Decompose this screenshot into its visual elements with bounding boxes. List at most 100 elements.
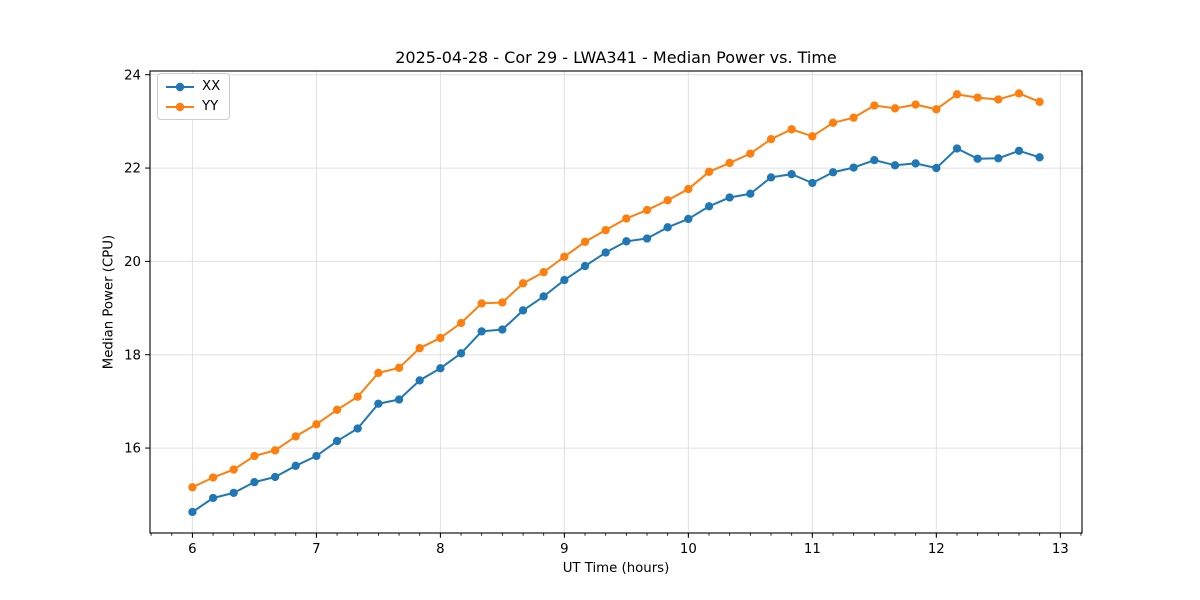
series-xx-marker (828, 168, 838, 177)
series-yy-marker (518, 279, 528, 288)
series-xx-marker (518, 306, 528, 315)
y-tick-label: 20 (124, 255, 141, 270)
series-xx-marker (456, 349, 466, 358)
series-xx-marker (580, 261, 590, 271)
series-yy-marker (766, 134, 776, 144)
x-tick-label: 6 (188, 542, 196, 557)
series-yy-marker (394, 363, 404, 372)
series-xx-marker (684, 214, 693, 224)
series-xx-marker (436, 364, 445, 373)
legend-item: XX (165, 79, 220, 94)
series-yy-line-marker-icon (166, 102, 194, 111)
legend-label-xx: XX (202, 79, 221, 94)
series-yy-marker (870, 101, 879, 110)
series-yy-marker (229, 465, 238, 474)
series-yy-marker (663, 196, 672, 205)
series-xx-marker (952, 144, 962, 153)
series-yy-marker (849, 113, 858, 122)
series-xx-marker (870, 155, 879, 165)
series-xx-marker (704, 202, 714, 211)
plot-frame (149, 70, 1083, 534)
series-yy-marker (291, 432, 300, 441)
series-yy-marker (684, 184, 693, 194)
series-yy-marker (436, 333, 445, 343)
series-xx-marker (932, 163, 941, 173)
x-tick-label: 13 (1052, 542, 1069, 557)
series-xx-marker (539, 292, 548, 301)
series-yy-marker (312, 420, 321, 429)
series-yy-marker (973, 93, 982, 102)
legend: XX YY (157, 73, 231, 120)
series-yy-marker (725, 158, 734, 168)
series-xx-marker (229, 488, 238, 498)
series-xx-marker (477, 327, 486, 336)
x-tick-label: 9 (560, 542, 568, 557)
series-yy-marker (1014, 89, 1024, 98)
y-axis-label: Median Power (CPU) (101, 234, 117, 370)
series-xx-marker (994, 154, 1003, 163)
series-xx-marker (622, 237, 631, 246)
series-xx-marker (725, 193, 734, 202)
series-yy-marker (498, 298, 507, 307)
series-xx-marker (188, 507, 197, 517)
x-axis-label: UT Time (hours) (562, 561, 670, 576)
y-tick-label: 22 (124, 162, 141, 177)
series-yy-marker (332, 405, 342, 414)
series-xx-marker (250, 477, 259, 487)
series-xx-marker (601, 248, 610, 257)
series-yy-marker (808, 132, 817, 141)
series-yy-marker (188, 483, 197, 492)
series-xx-marker (663, 223, 672, 232)
y-tick-label: 16 (124, 442, 141, 457)
series-xx-marker (394, 395, 404, 404)
legend-item: YY (165, 99, 220, 114)
series-yy-marker (270, 446, 280, 455)
series-yy-marker (828, 118, 838, 127)
series-yy-marker (746, 149, 755, 158)
series-yy-marker (374, 368, 383, 378)
series-yy-marker (477, 299, 486, 308)
series-xx-marker (1035, 153, 1044, 162)
series-xx-marker (332, 436, 342, 446)
series-yy-marker (994, 95, 1003, 104)
series-yy-marker (911, 100, 920, 109)
legend-label-yy: YY (202, 99, 219, 114)
series-xx-marker (973, 154, 982, 163)
series-xx-marker (766, 173, 776, 182)
series-yy-line (191, 92, 1040, 489)
series-xx-marker (808, 178, 817, 188)
series-xx-marker (1014, 146, 1024, 155)
x-tick-label: 8 (436, 542, 444, 557)
series-yy-marker (1035, 97, 1044, 106)
y-tick-label: 24 (124, 68, 141, 83)
series-xx-marker (415, 376, 424, 385)
series-yy-marker (560, 252, 569, 261)
series-xx-marker (642, 234, 652, 243)
y-tick-label: 18 (124, 348, 141, 363)
series-yy-marker (890, 104, 900, 113)
series-xx-marker (291, 461, 300, 470)
series-yy-marker (415, 344, 424, 353)
series-xx-marker (746, 189, 755, 198)
series-xx-marker (312, 451, 321, 461)
series-yy-marker (642, 205, 652, 215)
series-yy-marker (787, 125, 796, 134)
series-xx-marker (208, 493, 218, 503)
series-xx-marker (787, 169, 796, 179)
series-xx-marker (270, 472, 280, 482)
series-yy-marker (353, 392, 362, 401)
series-xx-marker (498, 325, 507, 334)
series-yy-marker (932, 105, 941, 114)
x-tick-label: 7 (312, 542, 320, 557)
series-yy-marker (952, 90, 962, 99)
series-xx-marker (849, 163, 858, 172)
series-yy-marker (704, 167, 714, 176)
series-yy-marker (208, 473, 218, 482)
series-yy-marker (580, 237, 590, 246)
series-yy-marker (250, 451, 259, 461)
series-yy-marker (456, 318, 466, 328)
series-xx-line-marker-icon (166, 82, 194, 91)
chart-title: 2025-04-28 - Cor 29 - LWA341 - Median Po… (395, 48, 837, 67)
